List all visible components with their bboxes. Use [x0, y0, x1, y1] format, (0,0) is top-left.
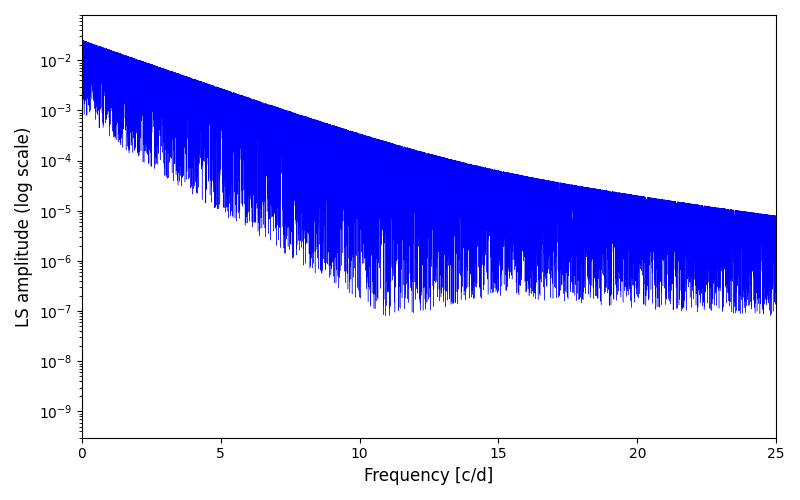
Y-axis label: LS amplitude (log scale): LS amplitude (log scale) — [15, 126, 33, 326]
X-axis label: Frequency [c/d]: Frequency [c/d] — [364, 467, 494, 485]
